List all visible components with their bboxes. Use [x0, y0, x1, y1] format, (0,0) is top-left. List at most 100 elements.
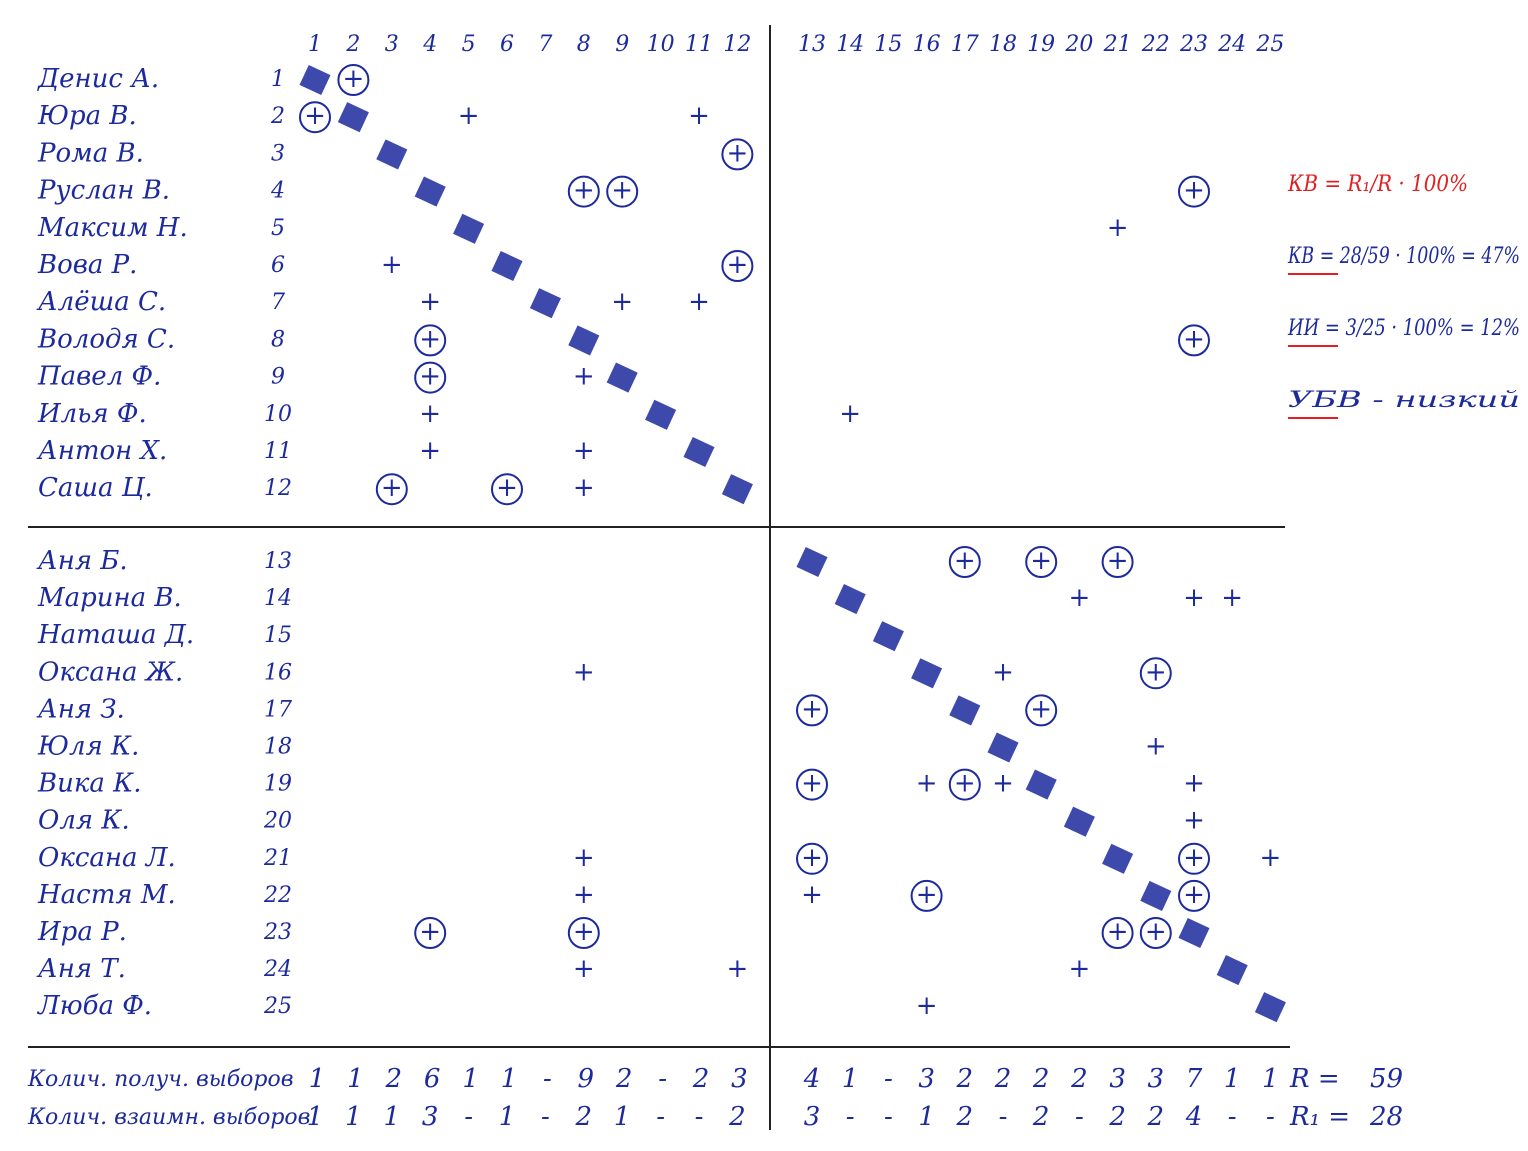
student-name: Ира Р. — [37, 917, 127, 947]
diagonal-cell — [337, 102, 369, 133]
choice: + — [727, 138, 749, 168]
mutual-count: - — [695, 1102, 704, 1132]
column-number: 12 — [723, 32, 751, 57]
diagonal-cell — [1025, 769, 1057, 800]
mutual-circle — [567, 175, 600, 208]
row-number: 6 — [271, 253, 285, 278]
choice: + — [304, 101, 326, 131]
row-number: 25 — [263, 994, 292, 1019]
choice: + — [573, 657, 595, 687]
choice: + — [419, 362, 441, 392]
mutual-circle — [721, 138, 754, 171]
mutual-count: 1 — [614, 1102, 631, 1132]
choice: + — [1183, 769, 1205, 799]
received-count: - — [884, 1064, 893, 1094]
row-number: 22 — [263, 883, 292, 908]
diagonal-cell — [568, 325, 600, 356]
formula: КВ = 28/59 · 100% = 47% — [1287, 244, 1520, 269]
choice: + — [419, 436, 441, 466]
student-name: Володя С. — [37, 324, 175, 354]
diagonal-cell — [299, 64, 331, 96]
received-count: 1 — [842, 1064, 859, 1094]
choice: + — [573, 880, 595, 910]
choice: + — [1183, 880, 1205, 910]
row-number: 5 — [271, 216, 285, 241]
choice: + — [1069, 954, 1091, 984]
diagonal-cell — [834, 584, 866, 615]
choice: + — [343, 64, 365, 94]
choice: + — [419, 287, 441, 317]
student-name: Аня З. — [36, 694, 125, 724]
student-name: Максим Н. — [37, 213, 188, 243]
diagonal-cell — [453, 213, 485, 244]
mutual-circle — [1178, 175, 1210, 208]
row-number: 1 — [271, 67, 285, 92]
choice: + — [916, 769, 938, 799]
choice: + — [688, 101, 710, 131]
student-name: Павел Ф. — [37, 362, 161, 392]
column-number: 20 — [1064, 32, 1093, 57]
choice: + — [801, 843, 823, 873]
student-name: Вика К. — [37, 769, 142, 799]
footer-label: Колич. взаимн. выборов — [27, 1105, 310, 1130]
row-number: 3 — [271, 141, 285, 166]
mutual-count: - — [464, 1102, 473, 1132]
r1-value: 28 — [1369, 1102, 1403, 1132]
received-count: 1 — [1262, 1064, 1279, 1094]
choice: + — [573, 473, 595, 503]
row-number: 4 — [270, 179, 285, 204]
diagonal-cell — [1178, 917, 1210, 949]
choice: + — [688, 287, 710, 317]
student-name: Люба Ф. — [36, 991, 152, 1021]
received-count: 2 — [1070, 1064, 1088, 1094]
mutual-count: 1 — [307, 1102, 324, 1132]
column-number: 17 — [951, 32, 979, 57]
student-name: Аня Б. — [36, 546, 128, 576]
received-count: 2 — [385, 1064, 403, 1094]
choice: + — [1260, 843, 1282, 873]
mutual-circle — [299, 101, 331, 134]
row-number: 20 — [263, 809, 292, 834]
row-number: 10 — [264, 402, 292, 427]
mutual-circle — [1025, 694, 1058, 727]
column-number: 15 — [874, 32, 902, 57]
student-name: Оля К. — [38, 806, 130, 836]
mutual-circle — [1025, 546, 1058, 578]
column-number: 21 — [1103, 32, 1132, 57]
mutual-circle — [1178, 324, 1210, 357]
choice: + — [1183, 583, 1205, 613]
mutual-circle — [375, 473, 408, 506]
mutual-count: - — [541, 1102, 550, 1132]
diagonal-cell — [721, 474, 753, 505]
row-number: 14 — [264, 586, 292, 611]
choice: + — [496, 473, 518, 503]
mutual-count: 2 — [728, 1102, 746, 1132]
choice: + — [573, 917, 595, 947]
mutual-circle — [414, 917, 447, 949]
mutual-circle — [1139, 657, 1172, 690]
row-number: 9 — [271, 365, 285, 390]
choice: + — [573, 362, 595, 392]
student-name: Юля К. — [37, 732, 139, 762]
student-name: Аня Т. — [36, 954, 126, 984]
row-number: 11 — [264, 439, 292, 464]
column-number: 16 — [913, 32, 941, 57]
mutual-circle — [721, 250, 754, 282]
row-number: 23 — [263, 920, 292, 945]
student-name: Вова Р. — [37, 250, 137, 280]
row-number: 7 — [271, 290, 285, 315]
student-name: Юра В. — [37, 101, 137, 131]
mutual-count: - — [999, 1102, 1008, 1132]
column-number: 10 — [647, 32, 675, 57]
choice: + — [916, 880, 938, 910]
student-name: Алёша С. — [36, 287, 166, 317]
mutual-circle — [414, 361, 447, 394]
formula: КВ = R₁/R · 100% — [1287, 172, 1468, 197]
choice: + — [1221, 583, 1243, 613]
row-number: 2 — [270, 104, 285, 129]
received-count: 3 — [1109, 1064, 1126, 1094]
mutual-circle — [567, 917, 600, 949]
mutual-count: - — [1266, 1102, 1275, 1132]
